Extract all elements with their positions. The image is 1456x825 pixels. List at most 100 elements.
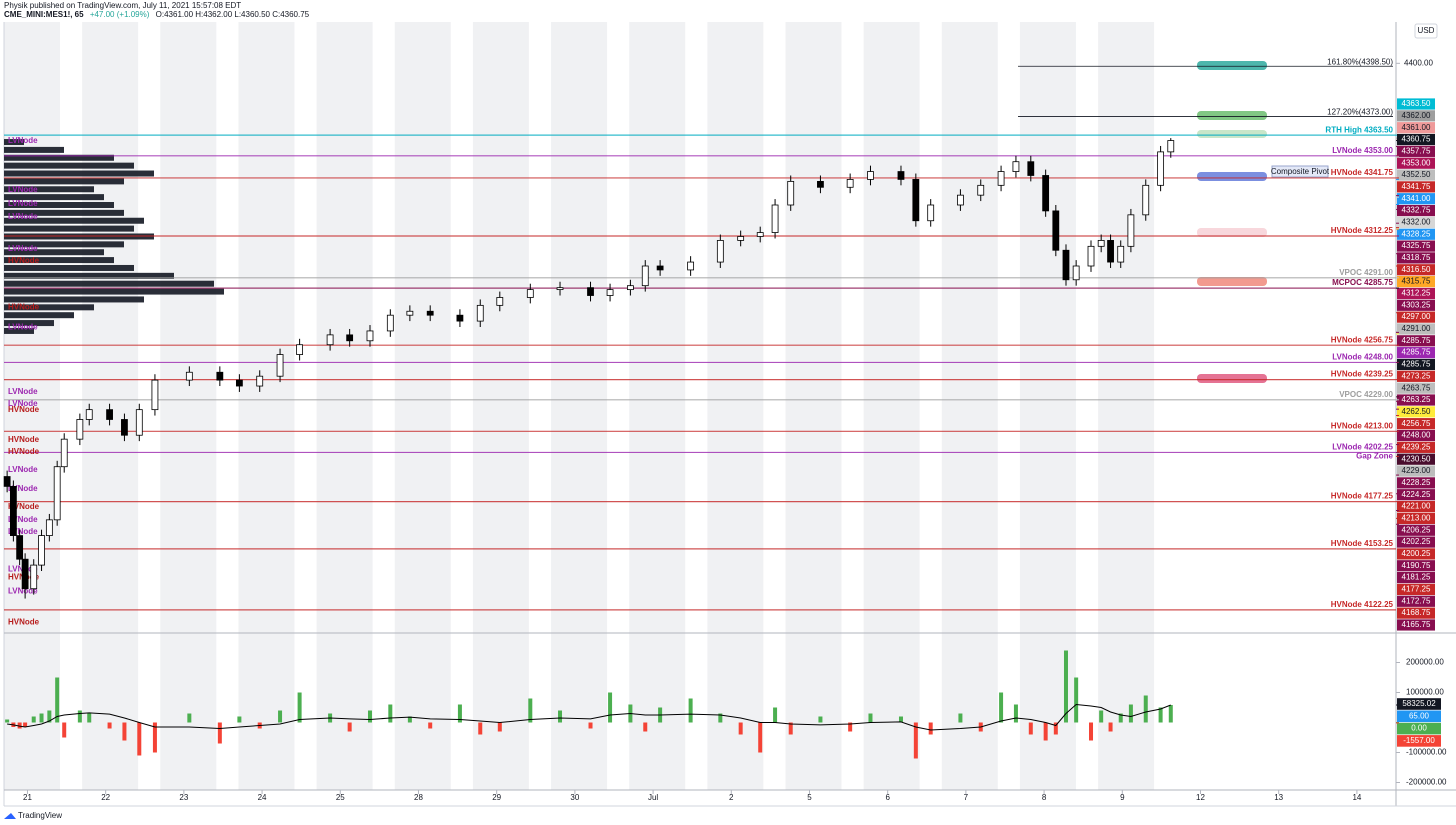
footer-logo <box>4 813 16 819</box>
candle-body <box>496 297 504 306</box>
price-tag-label: 4315.75 <box>1402 277 1431 286</box>
price-tag-label: 4172.75 <box>1402 596 1431 605</box>
candle-body <box>235 379 243 387</box>
candle-body <box>326 334 334 346</box>
candle-body <box>756 232 764 237</box>
logo-icon <box>4 813 16 819</box>
ma-line <box>7 703 1171 731</box>
profile-bar <box>4 217 144 224</box>
candle-body <box>1012 161 1020 172</box>
price-tag-label: 4263.25 <box>1402 395 1431 404</box>
session-band <box>941 22 998 790</box>
price-tag <box>1397 323 1435 335</box>
zone <box>1197 130 1267 138</box>
candle-body <box>366 330 374 342</box>
candle-body <box>846 179 854 188</box>
candle-body <box>106 409 113 420</box>
y-tick-label: -200000.00 <box>1406 778 1447 787</box>
candle-body <box>21 558 29 590</box>
price-tag <box>1397 157 1435 169</box>
annotation-box <box>1271 165 1329 178</box>
level-label: LVNode 4353.00 <box>1332 146 1393 155</box>
x-tick-label: 22 <box>101 793 110 802</box>
price-tag <box>1397 548 1435 560</box>
delta-bar <box>868 713 873 723</box>
price-tag <box>1397 169 1435 181</box>
delta-bar <box>898 716 903 723</box>
x-tick-label: 24 <box>258 793 267 802</box>
candle-body <box>216 371 224 381</box>
delta-bar <box>1043 722 1048 741</box>
price-tag-label: 4200.25 <box>1402 549 1431 558</box>
node-label: HVNode <box>8 302 40 311</box>
candle-body <box>912 179 920 222</box>
profile-bar <box>4 139 24 146</box>
x-tick-label: 12 <box>1196 793 1205 802</box>
price-tag-label: 4168.75 <box>1402 608 1431 617</box>
zone <box>1197 111 1267 120</box>
level-label: HVNode 4341.75 <box>1331 168 1394 177</box>
delta-bar <box>758 722 763 753</box>
delta-bar <box>428 722 433 729</box>
session-band <box>785 22 842 790</box>
node-label: LVNode <box>8 199 38 208</box>
node-label: LVNode <box>8 185 38 194</box>
x-tick-label: 6 <box>885 793 890 802</box>
delta-bar <box>137 722 142 756</box>
delta-bar <box>23 722 28 727</box>
candle-body <box>3 476 11 487</box>
y-tick-label: -100000.00 <box>1406 748 1447 757</box>
price-tag-label: 4297.00 <box>1402 312 1431 321</box>
candle-body <box>526 289 534 298</box>
node-label: HVNode <box>8 447 40 456</box>
x-tick-label: Jul <box>648 793 658 802</box>
value-tag <box>1397 735 1441 747</box>
change: +47.00 (+1.09%) <box>90 10 150 19</box>
profile-bar <box>4 209 124 216</box>
session-band <box>629 22 686 790</box>
currency-box[interactable] <box>1414 23 1438 39</box>
price-tag-label: 4312.25 <box>1402 289 1431 298</box>
delta-bar <box>217 722 222 744</box>
candle-body <box>9 485 17 536</box>
session-band <box>472 22 529 790</box>
symbol: CME_MINI:MES1!, 65 <box>4 10 84 19</box>
y-tick-label: 100000.00 <box>1406 688 1444 697</box>
delta-bar <box>87 713 92 723</box>
x-tick-label: 23 <box>179 793 188 802</box>
price-tag-label: 4325.75 <box>1402 241 1431 250</box>
candle-body <box>656 265 664 271</box>
value-tag-label: -1557.00 <box>1403 736 1435 745</box>
candle-body <box>456 314 464 322</box>
delta-bar <box>497 722 502 732</box>
candle-body <box>737 236 745 241</box>
session-band <box>316 22 373 790</box>
delta-bar <box>237 716 242 723</box>
level-label: RTH High 4363.50 <box>1325 125 1393 134</box>
price-tag-label: 4285.75 <box>1402 360 1431 369</box>
candle-body <box>627 285 634 291</box>
price-tag <box>1397 276 1435 288</box>
profile-bar <box>4 241 124 248</box>
candle-body <box>76 419 84 440</box>
candle-body <box>1167 140 1175 153</box>
delta-bar <box>928 722 933 735</box>
delta-bar <box>62 722 67 738</box>
profile-bar <box>4 304 94 311</box>
price-tag-label: 4206.25 <box>1402 525 1431 534</box>
x-tick-label: 7 <box>964 793 969 802</box>
node-label: LVNode <box>8 515 38 524</box>
candle-body <box>687 261 695 271</box>
price-tag <box>1397 110 1435 122</box>
price-tag <box>1397 418 1435 430</box>
price-tag <box>1397 619 1435 631</box>
price-tag-label: 4273.25 <box>1402 371 1431 380</box>
delta-bar <box>1168 705 1173 723</box>
delta-bar <box>848 722 853 732</box>
x-tick-label: 8 <box>1042 793 1047 802</box>
delta-bar <box>187 713 192 723</box>
x-tick-label: 25 <box>336 793 345 802</box>
profile-bar <box>4 320 54 327</box>
delta-bar <box>1099 710 1104 723</box>
